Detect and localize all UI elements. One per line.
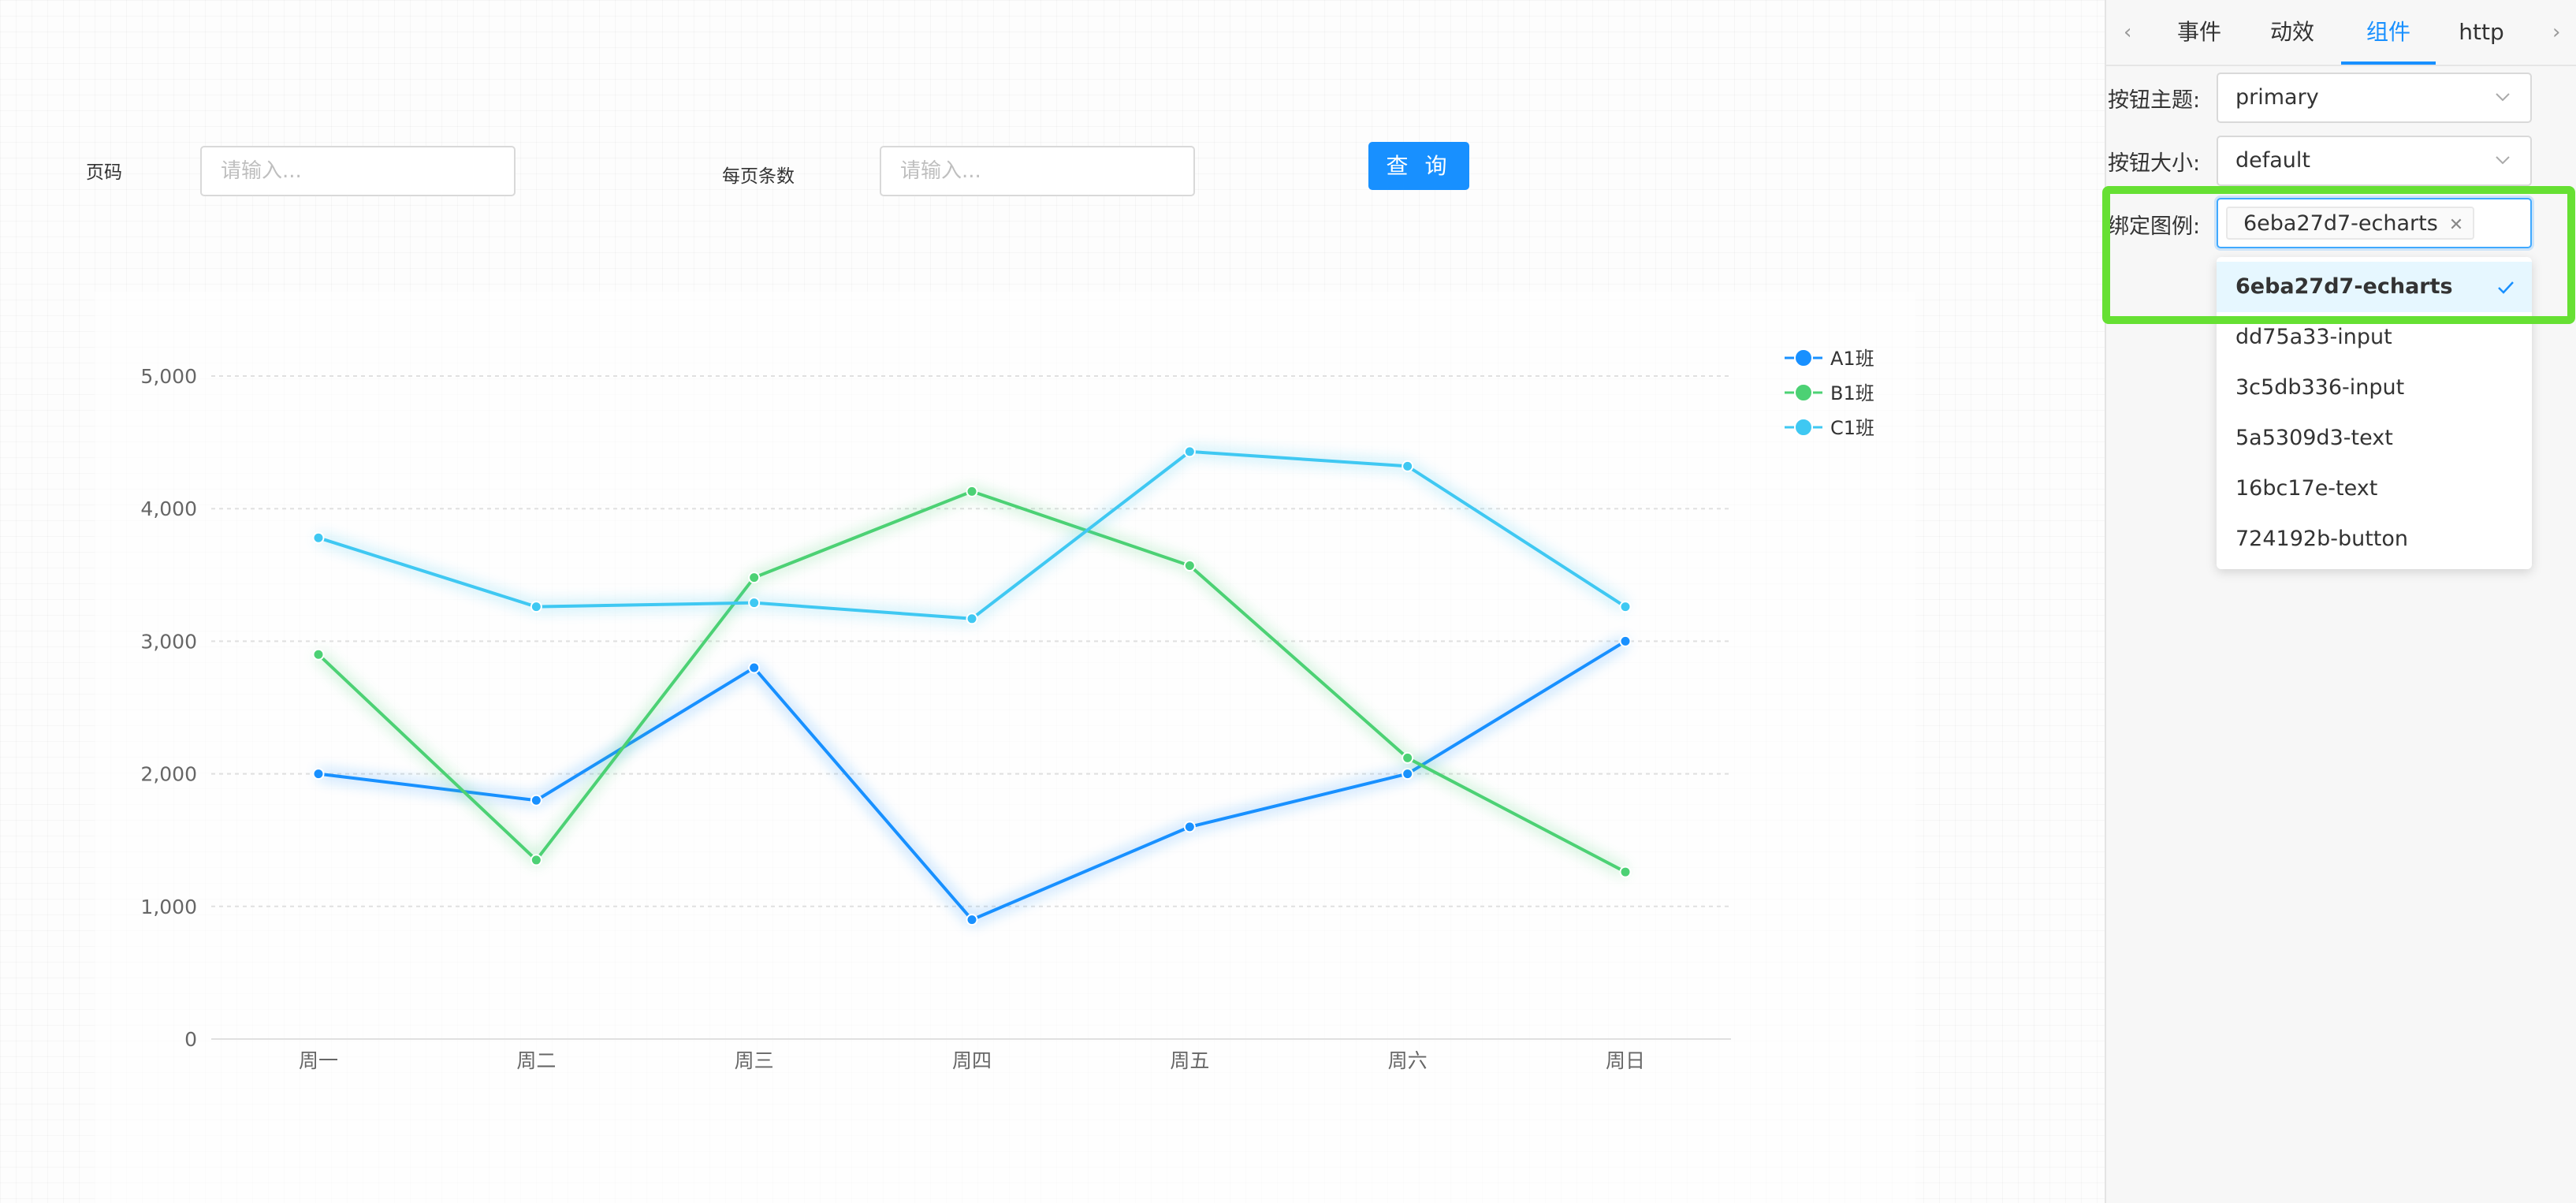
- data-point: [530, 601, 542, 613]
- x-tick-label: 周六: [1388, 1049, 1428, 1072]
- data-point: [312, 648, 325, 661]
- bind-legend-label: 绑定图例:: [2108, 214, 2201, 239]
- data-point: [748, 597, 761, 609]
- data-point: [1402, 768, 1414, 780]
- button-theme-value: primary: [2235, 85, 2319, 110]
- data-point: [1619, 601, 1632, 613]
- x-tick-label: 周日: [1606, 1049, 1645, 1072]
- series-line: [317, 490, 1626, 873]
- x-tick-label: 周四: [952, 1049, 992, 1072]
- legend-item: B1班: [1785, 382, 1874, 404]
- tab-scroll-left-icon[interactable]: ‹: [2124, 20, 2132, 44]
- series-glow: [315, 487, 1628, 876]
- chart-grid: [211, 375, 1731, 1040]
- tab-scroll-right-icon[interactable]: ›: [2552, 20, 2561, 44]
- y-tick-label: 3,000: [140, 630, 197, 653]
- y-tick-label: 0: [184, 1028, 197, 1051]
- data-point: [1183, 560, 1196, 572]
- data-point: [966, 613, 978, 625]
- dropdown-option-label: 3c5db336-input: [2235, 375, 2405, 400]
- check-icon: [2498, 281, 2514, 294]
- dropdown-option[interactable]: 16bc17e-text: [2217, 464, 2532, 514]
- dropdown-option[interactable]: 6eba27d7-echarts: [2217, 262, 2532, 312]
- dropdown-option-label: 724192b-button: [2235, 527, 2409, 551]
- data-point: [312, 768, 325, 780]
- legend-marker: [1794, 418, 1813, 437]
- button-theme-label: 按钮主题:: [2108, 88, 2201, 113]
- editor-canvas: 页码 请输入... 每页条数 请输入... 查 询 0 1,000 2,000 3,0…: [0, 0, 2105, 1203]
- dropdown-option[interactable]: dd75a33-input: [2217, 312, 2532, 363]
- y-axis: 0 1,000 2,000 3,000 4,000 5,000: [140, 365, 197, 1051]
- y-tick-label: 1,000: [140, 896, 197, 918]
- chart-card: [95, 292, 1915, 1203]
- legend-label: B1班: [1830, 382, 1874, 404]
- dropdown-option-label: 5a5309d3-text: [2235, 426, 2393, 450]
- chevron-down-icon: [2496, 93, 2510, 102]
- line-chart: 01,0002,0003,0004,0005,000 周一 周二 周三 周四 周五 周六周…: [140, 348, 1874, 1072]
- y-tick-label: 4,000: [140, 497, 197, 520]
- close-icon[interactable]: ✕: [2448, 215, 2464, 235]
- data-point: [1619, 866, 1632, 878]
- series-3: [312, 445, 1632, 625]
- x-tick-label: 周二: [516, 1049, 556, 1072]
- dropdown-option-label: 6eba27d7-echarts: [2235, 274, 2453, 299]
- data-point: [1619, 635, 1632, 647]
- dropdown-option[interactable]: 3c5db336-input: [2217, 363, 2532, 413]
- data-point: [748, 661, 761, 674]
- dropdown-option[interactable]: 724192b-button: [2217, 514, 2532, 564]
- data-point: [1402, 460, 1414, 472]
- dropdown-option-label: dd75a33-input: [2235, 325, 2392, 349]
- selected-legend-tag-label: 6eba27d7-echarts: [2243, 211, 2438, 236]
- dropdown-option-label: 16bc17e-text: [2235, 476, 2378, 501]
- properties-panel: ‹ 事件 动效 组件 http › 按钮主题: primary 按钮大小: de…: [2105, 0, 2576, 1203]
- page-input[interactable]: 请输入...: [200, 146, 516, 196]
- button-size-value: default: [2235, 148, 2311, 173]
- button-theme-select[interactable]: primary: [2217, 73, 2532, 123]
- tab-events[interactable]: 事件: [2176, 19, 2221, 45]
- tab-components[interactable]: 组件: [2341, 0, 2436, 65]
- tab-animation[interactable]: 动效: [2269, 19, 2314, 45]
- data-point: [966, 485, 978, 497]
- legend-item: C1班: [1785, 417, 1874, 439]
- button-size-label: 按钮大小:: [2108, 151, 2201, 176]
- page-size-label: 每页条数: [722, 166, 795, 187]
- legend-label: C1班: [1830, 417, 1874, 439]
- series-glow: [318, 638, 1628, 925]
- dropdown-option[interactable]: 5a5309d3-text: [2217, 413, 2532, 464]
- legend-marker: [1794, 383, 1813, 402]
- legend-item: A1班: [1785, 348, 1874, 370]
- query-button[interactable]: 查 询: [1368, 142, 1469, 190]
- data-point: [748, 572, 761, 584]
- x-tick-label: 周一: [299, 1049, 338, 1072]
- tab-bar: ‹ 事件 动效 组件 http ›: [2106, 0, 2576, 66]
- series-glow: [317, 447, 1628, 623]
- x-tick-label: 周五: [1170, 1049, 1209, 1072]
- y-tick-label: 2,000: [140, 763, 197, 786]
- data-point: [530, 854, 542, 866]
- page-size-input[interactable]: 请输入...: [880, 146, 1195, 196]
- selected-legend-tag: 6eba27d7-echarts ✕: [2226, 207, 2475, 240]
- chevron-down-icon: [2496, 156, 2510, 165]
- legend-dropdown-list: 6eba27d7-echarts dd75a33-input 3c5db336-…: [2217, 257, 2532, 569]
- legend-label: A1班: [1830, 348, 1874, 370]
- data-point: [1183, 445, 1196, 458]
- series-2: [312, 485, 1632, 878]
- bind-legend-multiselect[interactable]: 6eba27d7-echarts ✕: [2217, 198, 2532, 248]
- page-label: 页码: [86, 162, 122, 183]
- chart-legend: A1班 B1班 C1班: [1785, 348, 1874, 439]
- button-size-select[interactable]: default: [2217, 136, 2532, 186]
- tab-http[interactable]: http: [2459, 19, 2504, 45]
- data-point: [1402, 751, 1414, 764]
- x-tick-label: 周三: [735, 1049, 774, 1072]
- legend-marker: [1794, 348, 1813, 367]
- data-point: [312, 531, 325, 544]
- series-line: [318, 639, 1627, 922]
- data-point: [966, 914, 978, 926]
- chart-series: [312, 445, 1632, 926]
- data-point: [1183, 821, 1196, 833]
- data-point: [530, 794, 542, 806]
- x-axis: 周一 周二 周三 周四 周五 周六 周日: [299, 1049, 1645, 1072]
- y-tick-label: 5,000: [140, 365, 197, 388]
- series-1: [312, 635, 1632, 926]
